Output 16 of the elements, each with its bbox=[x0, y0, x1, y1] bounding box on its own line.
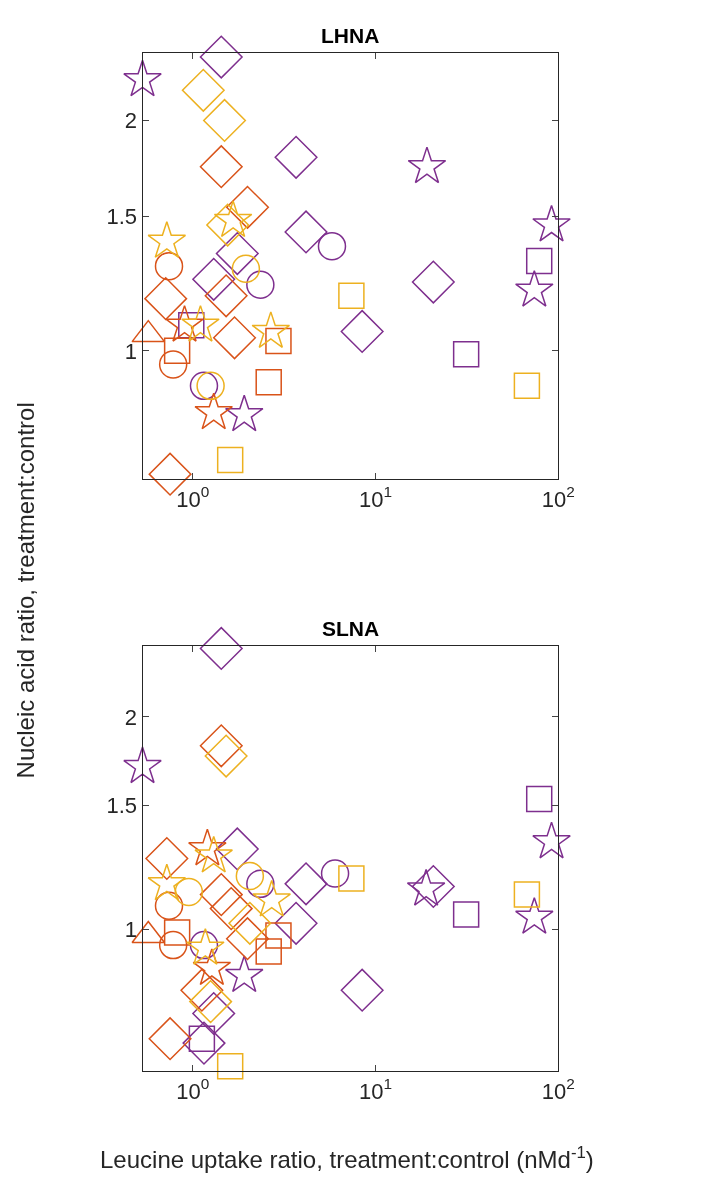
x-tick-label: 10$^{1}$ bbox=[359, 1075, 393, 1104]
y-tick-label: 2 bbox=[124, 108, 138, 134]
x-axis-title: Leucine uptake ratio, treatment:control (nMd$^{-1}$) bbox=[100, 1143, 594, 1174]
y-tick-label: 1 bbox=[124, 338, 138, 364]
x-tick-label: 10$^{1}$ bbox=[359, 483, 393, 512]
y-tick-label: 1 bbox=[124, 917, 138, 943]
chart-title: SLNA bbox=[322, 617, 380, 640]
y-tick-label: 1.5 bbox=[106, 792, 138, 818]
y-axis-title: Nucleic acid ratio, treatment:control bbox=[12, 402, 40, 779]
y-tick-label: 2 bbox=[124, 704, 138, 730]
x-tick-label: 10$^{2}$ bbox=[541, 1075, 575, 1104]
x-tick-label: 10$^{2}$ bbox=[541, 483, 575, 512]
y-tick-label: 1.5 bbox=[106, 203, 138, 229]
x-tick-label: 10$^{0}$ bbox=[176, 1075, 210, 1104]
chart-title: LHNA bbox=[321, 24, 380, 47]
x-tick-label: 10$^{0}$ bbox=[176, 483, 210, 512]
